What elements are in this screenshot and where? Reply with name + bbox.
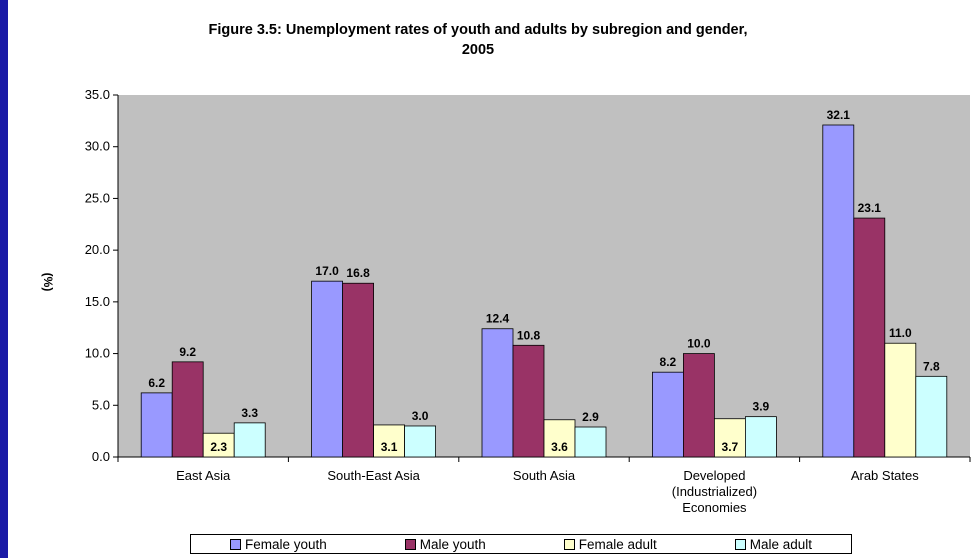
bar (652, 371, 684, 458)
bar (714, 418, 746, 458)
data-label: 6.2 (148, 376, 165, 390)
legend-swatch (734, 538, 746, 550)
bar (543, 419, 576, 458)
legend-item: Female youth (229, 536, 327, 552)
bar (404, 425, 437, 458)
data-label: 16.8 (346, 266, 370, 280)
legend-item: Female adult (563, 536, 657, 552)
legend-label: Female youth (244, 536, 327, 552)
data-label: 3.1 (381, 440, 398, 454)
data-label: 17.0 (315, 264, 339, 278)
data-label: 3.6 (551, 440, 568, 454)
data-label: 3.7 (722, 440, 739, 454)
bar (342, 282, 375, 458)
legend-label: Female adult (578, 536, 657, 552)
y-tick-label: 30.0 (85, 139, 110, 154)
bar (512, 344, 545, 458)
bar (233, 422, 266, 458)
bar (311, 280, 344, 458)
data-label: 32.1 (827, 108, 851, 122)
legend-item: Male adult (734, 536, 813, 552)
bar (481, 328, 514, 458)
category-label: South Asia (513, 468, 576, 483)
y-tick-label: 5.0 (92, 397, 110, 412)
chart-legend: Female youth Male youth Female adult Male a… (190, 534, 852, 554)
y-tick-label: 10.0 (85, 346, 110, 361)
bar (884, 342, 917, 458)
bar (683, 353, 715, 458)
data-label: 10.0 (687, 337, 711, 351)
bar (574, 426, 607, 458)
data-label: 12.4 (486, 312, 510, 326)
y-tick-label: 20.0 (85, 242, 110, 257)
bar (822, 124, 855, 458)
data-label: 23.1 (858, 201, 882, 215)
data-label: 9.2 (179, 345, 196, 359)
data-label: 2.3 (210, 440, 227, 454)
category-label: South-East Asia (327, 468, 420, 483)
y-axis-label: (%) (41, 273, 55, 292)
legend-item: Male youth (404, 536, 486, 552)
y-tick-label: 25.0 (85, 190, 110, 205)
category-label: Developed (Industrialized) Economies (672, 468, 757, 515)
data-label: 3.9 (753, 400, 770, 414)
y-tick-label: 35.0 (85, 87, 110, 102)
data-label: 11.0 (889, 326, 912, 340)
y-tick-label: 15.0 (85, 294, 110, 309)
data-label: 8.2 (660, 355, 677, 369)
category-label: Arab States (851, 468, 919, 483)
legend-label: Male adult (749, 536, 813, 552)
legend-swatch (563, 538, 575, 550)
left-border (0, 0, 8, 558)
category-label: East Asia (176, 468, 231, 483)
data-label: 3.3 (241, 406, 258, 420)
chart-title: Figure 3.5: Unemployment rates of youth … (208, 22, 748, 58)
bar-chart: 0.0 5.0 10.0 15.0 20.0 25.0 30.0 35.0 East Asia 6… (41, 87, 971, 515)
legend-swatch (404, 538, 416, 550)
data-label: 10.8 (517, 328, 541, 342)
legend-label: Male youth (419, 536, 486, 552)
data-label: 2.9 (582, 410, 599, 424)
data-label: 7.8 (923, 359, 940, 373)
bar (745, 416, 777, 458)
bar (171, 361, 204, 458)
y-tick-label: 0.0 (92, 449, 110, 464)
bar (915, 375, 948, 458)
data-label: 3.0 (412, 409, 429, 423)
legend-swatch (229, 538, 241, 550)
bar (853, 217, 886, 458)
bar (140, 392, 173, 458)
